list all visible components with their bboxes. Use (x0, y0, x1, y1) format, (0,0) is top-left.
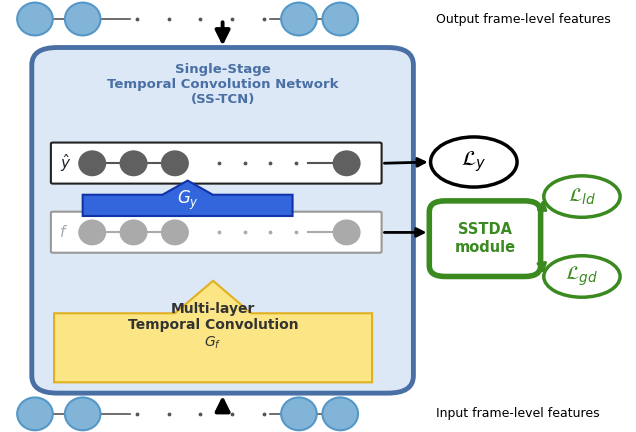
Ellipse shape (333, 219, 361, 245)
Text: Input frame-level features: Input frame-level features (436, 407, 599, 420)
Ellipse shape (544, 256, 620, 297)
FancyBboxPatch shape (32, 48, 413, 393)
Polygon shape (83, 181, 293, 216)
Polygon shape (54, 281, 372, 382)
FancyBboxPatch shape (429, 201, 541, 276)
Ellipse shape (78, 219, 106, 245)
Ellipse shape (65, 3, 100, 35)
Text: SSTDA
module: SSTDA module (455, 222, 516, 254)
Text: $\mathcal{L}_{gd}$: $\mathcal{L}_{gd}$ (565, 265, 598, 288)
Ellipse shape (281, 397, 317, 430)
Ellipse shape (281, 3, 317, 35)
FancyBboxPatch shape (51, 143, 382, 184)
Text: $\hat{y}$: $\hat{y}$ (60, 152, 72, 174)
Text: $\mathcal{L}_y$: $\mathcal{L}_y$ (461, 149, 487, 175)
Text: Output frame-level features: Output frame-level features (436, 13, 611, 25)
Ellipse shape (17, 397, 53, 430)
Ellipse shape (161, 219, 189, 245)
Ellipse shape (431, 137, 517, 187)
Text: $G_y$: $G_y$ (177, 189, 198, 213)
Ellipse shape (120, 219, 148, 245)
Ellipse shape (333, 150, 361, 176)
Text: Multi-layer
Temporal Convolution
$G_f$: Multi-layer Temporal Convolution $G_f$ (128, 302, 298, 351)
Ellipse shape (322, 3, 358, 35)
Ellipse shape (161, 150, 189, 176)
Ellipse shape (544, 176, 620, 217)
Text: $f$: $f$ (59, 224, 68, 241)
Ellipse shape (322, 397, 358, 430)
Text: Single-Stage
Temporal Convolution Network
(SS-TCN): Single-Stage Temporal Convolution Networ… (107, 63, 338, 106)
Ellipse shape (65, 397, 100, 430)
Ellipse shape (17, 3, 53, 35)
FancyBboxPatch shape (51, 212, 382, 253)
Ellipse shape (120, 150, 148, 176)
Text: $\mathcal{L}_{ld}$: $\mathcal{L}_{ld}$ (568, 187, 596, 206)
Ellipse shape (78, 150, 106, 176)
